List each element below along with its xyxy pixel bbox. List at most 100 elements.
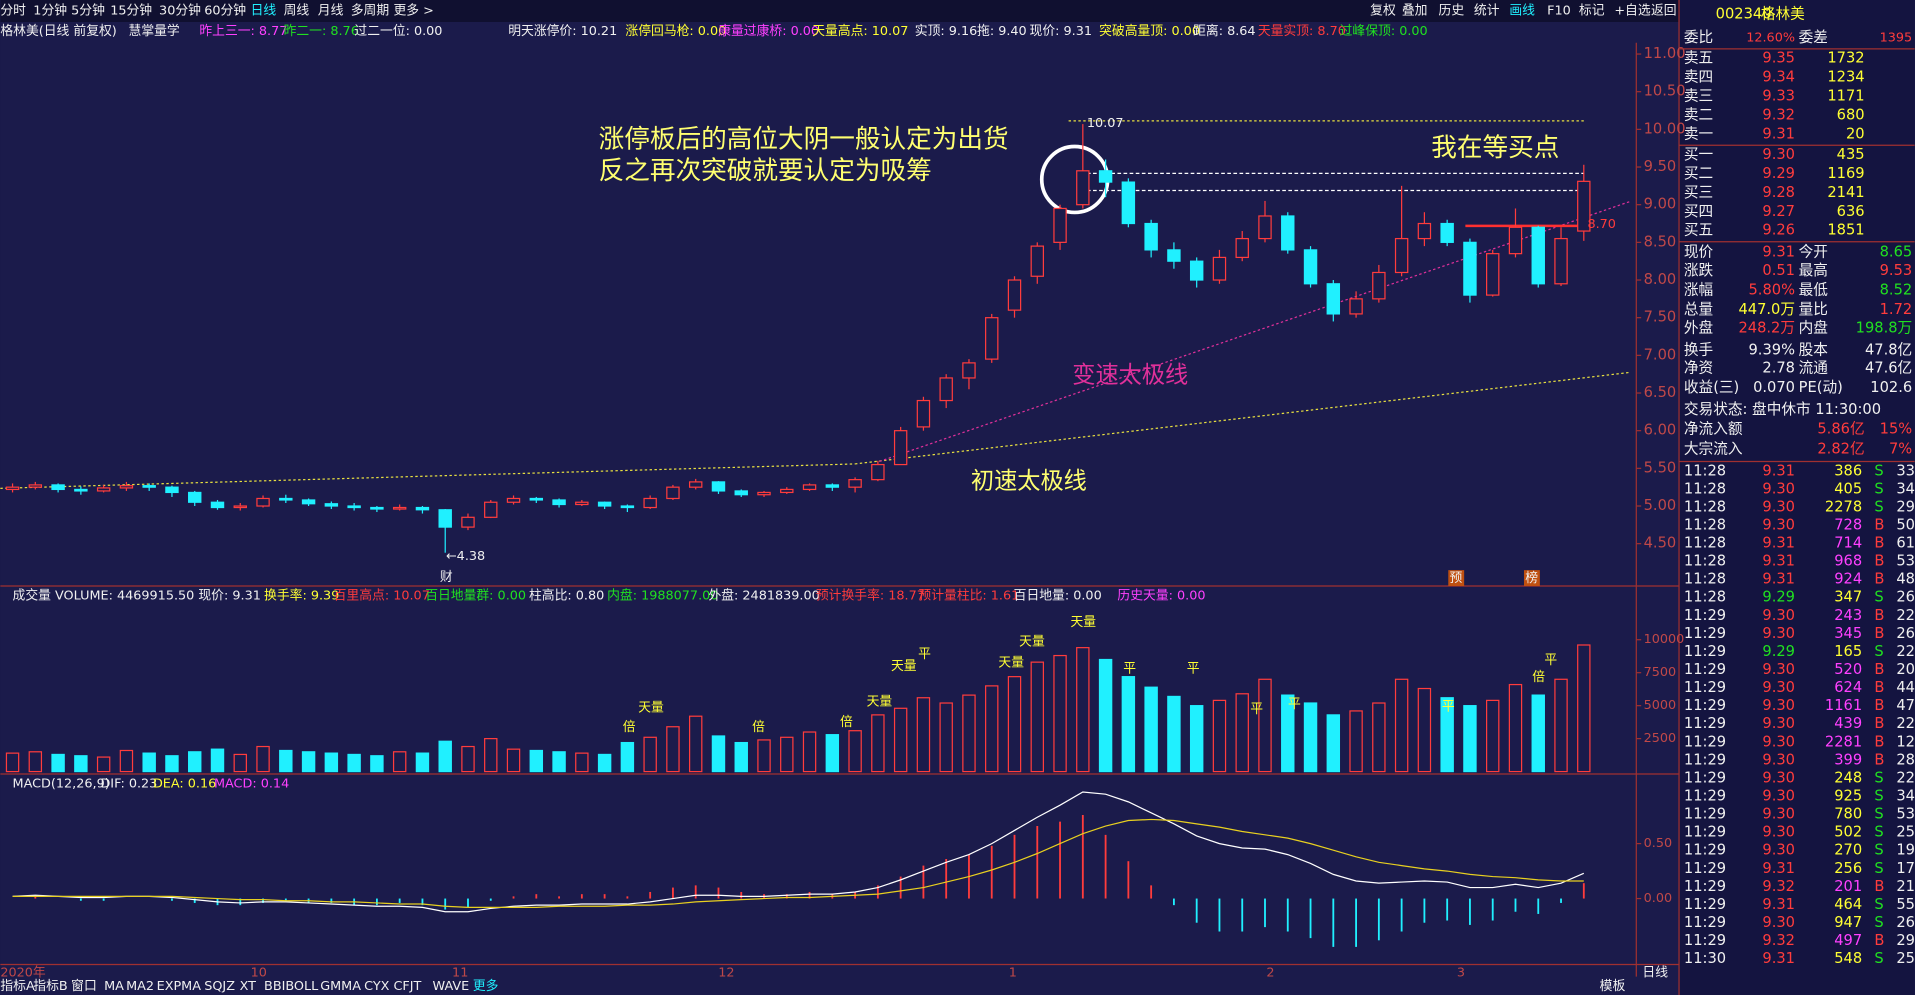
menu-item[interactable]: 日线 bbox=[251, 3, 277, 18]
bottom-tab[interactable]: MA bbox=[104, 979, 124, 994]
trade-time: 11:29 bbox=[1684, 769, 1726, 786]
menu-item[interactable]: 统计 bbox=[1474, 3, 1500, 18]
candle-body bbox=[1463, 241, 1477, 296]
trade-volume: 924 bbox=[1834, 571, 1862, 588]
trade-time: 11:29 bbox=[1684, 661, 1726, 678]
bottom-tab[interactable]: CFJT bbox=[393, 979, 421, 994]
volume-bar bbox=[1076, 647, 1090, 773]
stat-value: 8.52 bbox=[1880, 282, 1913, 299]
y-tick-label: 4.50 bbox=[1644, 535, 1677, 552]
trade-price: 9.30 bbox=[1762, 607, 1795, 624]
menu-item[interactable]: 画线 bbox=[1509, 3, 1535, 18]
event-tag: 预 bbox=[1450, 571, 1463, 586]
volume-bar bbox=[1508, 683, 1523, 773]
bottom-tab[interactable]: XT bbox=[240, 979, 257, 994]
trade-time: 11:29 bbox=[1684, 878, 1726, 895]
menu-item[interactable]: 历史 bbox=[1439, 3, 1465, 18]
candle-body bbox=[711, 481, 726, 492]
volume-bar bbox=[711, 735, 726, 773]
menu-item[interactable]: 多周期 bbox=[351, 3, 389, 18]
bottom-tab[interactable]: EXPMA bbox=[157, 979, 202, 994]
trade-time: 11:29 bbox=[1684, 733, 1726, 750]
bottom-tab[interactable]: 指标A bbox=[0, 979, 35, 994]
book-label: 买四 bbox=[1684, 203, 1713, 220]
trade-count: 53 bbox=[1896, 806, 1915, 823]
trade-price: 9.30 bbox=[1762, 679, 1795, 696]
bottom-tab[interactable]: GMMA bbox=[320, 979, 361, 994]
stat-label: 股本 bbox=[1799, 341, 1829, 358]
macd-dif-line bbox=[12, 791, 1585, 913]
candle-body bbox=[1508, 226, 1523, 255]
candle-body bbox=[74, 488, 88, 492]
info-item: 过二一位: 0.00 bbox=[354, 24, 442, 39]
menu-item[interactable]: 15分钟 bbox=[110, 2, 152, 18]
stat-label: PE(动) bbox=[1799, 379, 1843, 396]
menu-item[interactable]: 5分钟 bbox=[71, 2, 105, 18]
menu-item[interactable]: 更多 > bbox=[393, 3, 433, 18]
volume-tag: 倍 bbox=[623, 720, 636, 735]
bottom-tab[interactable]: WAVE bbox=[433, 979, 470, 994]
bottom-tab[interactable]: SQJZ bbox=[204, 979, 235, 994]
trade-time: 11:29 bbox=[1684, 896, 1726, 913]
book-volume: 1732 bbox=[1827, 50, 1864, 67]
menu-item[interactable]: 复权 bbox=[1370, 2, 1396, 18]
volume-bar bbox=[962, 694, 976, 773]
trade-volume: 714 bbox=[1834, 535, 1862, 552]
book-volume: 1234 bbox=[1827, 69, 1864, 86]
candle-body bbox=[1258, 215, 1272, 240]
annotation: 变速太极线 bbox=[1072, 362, 1188, 389]
volume-bar bbox=[484, 738, 498, 773]
quote-label: 委比 bbox=[1684, 29, 1713, 46]
volume-bar bbox=[1258, 678, 1272, 773]
date-label: 2020年 bbox=[0, 966, 46, 981]
menu-item[interactable]: 标记 bbox=[1579, 3, 1605, 18]
menu-item[interactable]: 60分钟 bbox=[204, 2, 246, 18]
volume-bar bbox=[871, 714, 885, 773]
menu-item[interactable]: F10 bbox=[1547, 3, 1571, 18]
menu-item[interactable]: 30分钟 bbox=[159, 2, 201, 18]
bottom-tab[interactable]: 窗口 bbox=[71, 979, 97, 994]
volume-tag: 天量 bbox=[998, 655, 1024, 670]
menu-item[interactable]: 1分钟 bbox=[33, 2, 67, 18]
trade-count: 26 bbox=[1896, 625, 1915, 642]
book-price: 9.33 bbox=[1762, 87, 1795, 104]
info-item: 涨停回马枪: 0.00 bbox=[625, 23, 726, 39]
bottom-tab[interactable]: 指标B bbox=[33, 979, 67, 994]
candle-body bbox=[392, 506, 407, 510]
trade-time: 11:29 bbox=[1684, 842, 1726, 859]
volume-bar bbox=[848, 730, 862, 773]
candle-body bbox=[28, 484, 43, 488]
volume-info: 百里高点: 10.07 bbox=[334, 587, 430, 603]
trade-volume: 520 bbox=[1834, 661, 1862, 678]
candle-body bbox=[324, 503, 339, 507]
candle-body bbox=[415, 506, 430, 511]
volume-bar bbox=[1144, 686, 1158, 773]
trade-price: 9.31 bbox=[1762, 462, 1795, 479]
trade-count: 47 bbox=[1896, 697, 1915, 714]
stat-value: 248.2万 bbox=[1738, 319, 1795, 336]
stat-value: 9.39% bbox=[1748, 341, 1795, 358]
bottom-tab[interactable]: MA2 bbox=[126, 979, 154, 994]
volume-bar bbox=[1394, 678, 1409, 773]
menu-item[interactable]: 分时 bbox=[0, 3, 26, 18]
trade-side: S bbox=[1874, 498, 1883, 515]
trade-side: S bbox=[1874, 787, 1883, 804]
menu-item[interactable]: 月线 bbox=[318, 3, 344, 18]
trade-count: 20 bbox=[1896, 661, 1915, 678]
bottom-tab[interactable]: 更多 bbox=[473, 979, 499, 994]
bottom-tab[interactable]: CYX bbox=[364, 979, 390, 994]
menu-item[interactable]: 周线 bbox=[284, 3, 310, 18]
volume-bar bbox=[438, 740, 452, 773]
volume-bar bbox=[165, 755, 179, 773]
trade-count: 48 bbox=[1896, 571, 1915, 588]
menu-item[interactable]: +自选 bbox=[1614, 3, 1651, 18]
menu-item[interactable]: 叠加 bbox=[1402, 3, 1428, 18]
bottom-tab[interactable]: 模板 bbox=[1600, 979, 1626, 994]
volume-info: 百日地量: 0.00 bbox=[1014, 588, 1102, 603]
menu-item[interactable]: 返回 bbox=[1651, 3, 1677, 18]
candle-body bbox=[347, 505, 361, 509]
book-price: 9.28 bbox=[1762, 184, 1795, 201]
trade-count: 25 bbox=[1896, 950, 1915, 967]
stat-value: 1.72 bbox=[1880, 301, 1913, 318]
bottom-tab[interactable]: BBIBOLL bbox=[264, 979, 319, 994]
